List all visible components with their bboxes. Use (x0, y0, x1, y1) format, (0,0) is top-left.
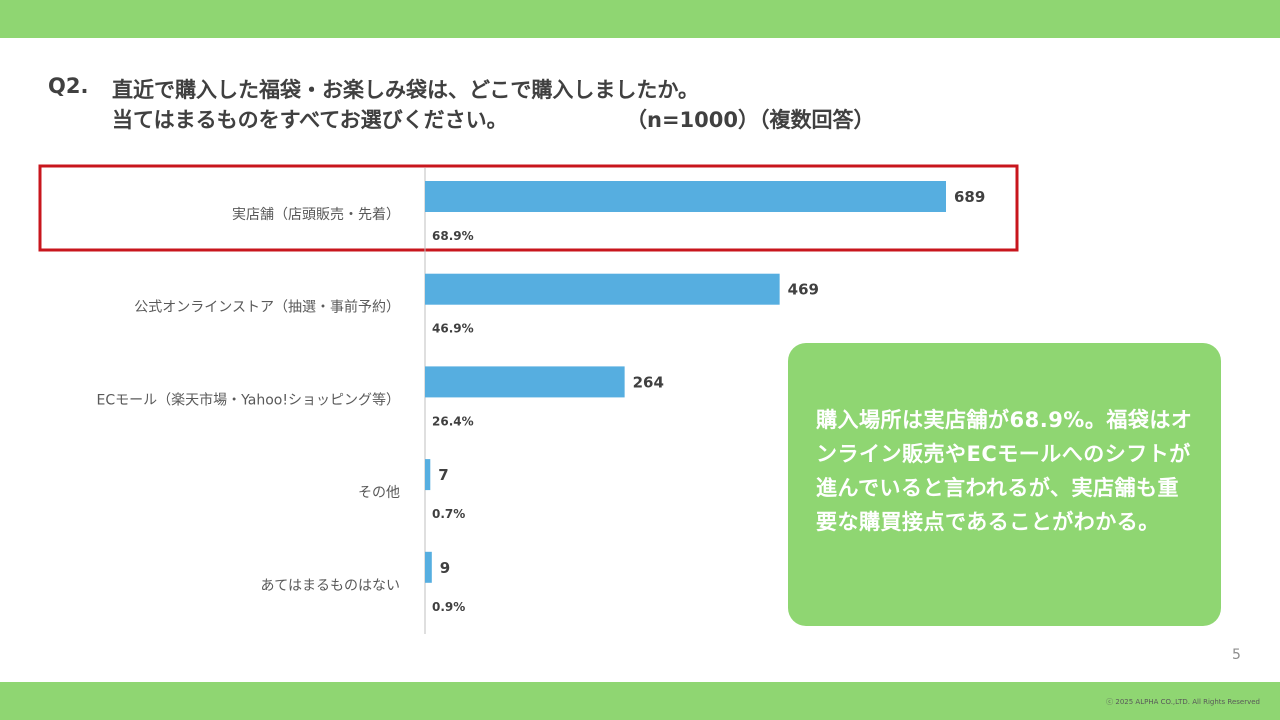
top-band (0, 0, 1280, 38)
question-line-1: 直近で購入した福袋・お楽しみ袋は、どこで購入しましたか。 (112, 78, 699, 102)
bar-3 (425, 459, 431, 491)
bar-0 (425, 181, 946, 212)
question-meta: （n=1000）（複数回答） (626, 108, 875, 132)
callout-text: 購入場所は実店舗が68.9%。福袋はオンライン販売やECモールへのシフトが進んで… (816, 408, 1193, 534)
bar-1 (425, 273, 780, 305)
question-line-2: 当てはまるものをすべてお選びください。 (112, 108, 508, 132)
value-label-3: 7 (438, 466, 448, 484)
callout-box: 購入場所は実店舗が68.9%。福袋はオンライン販売やECモールへのシフトが進んで… (788, 343, 1221, 626)
category-label-1: 公式オンラインストア（抽選・事前予約） (134, 299, 400, 316)
bar-4 (425, 551, 432, 583)
value-label-0: 689 (954, 188, 985, 206)
value-label-1: 469 (788, 281, 819, 299)
copyright: ⓒ 2025 ALPHA CO.,LTD. All Rights Reserve… (1106, 698, 1260, 706)
percent-label-2: 26.4% (432, 414, 474, 428)
value-label-2: 264 (633, 373, 664, 391)
bar-2 (425, 366, 625, 398)
percent-label-0: 68.9% (432, 229, 474, 243)
percent-label-3: 0.7% (432, 507, 465, 521)
category-label-0: 実店舗（店頭販売・先着） (232, 207, 400, 223)
percent-label-4: 0.9% (432, 600, 465, 614)
category-label-3: その他 (358, 485, 400, 501)
percent-label-1: 46.9% (432, 322, 474, 336)
page-number: 5 (1232, 647, 1241, 663)
category-label-4: あてはまるものはない (261, 578, 400, 594)
category-label-2: ECモール（楽天市場・Yahoo!ショッピング等） (97, 391, 400, 408)
bottom-band (0, 682, 1280, 720)
question-number: Q2. (48, 74, 89, 98)
value-label-4: 9 (440, 559, 450, 577)
highlight-frame (38, 164, 1019, 252)
